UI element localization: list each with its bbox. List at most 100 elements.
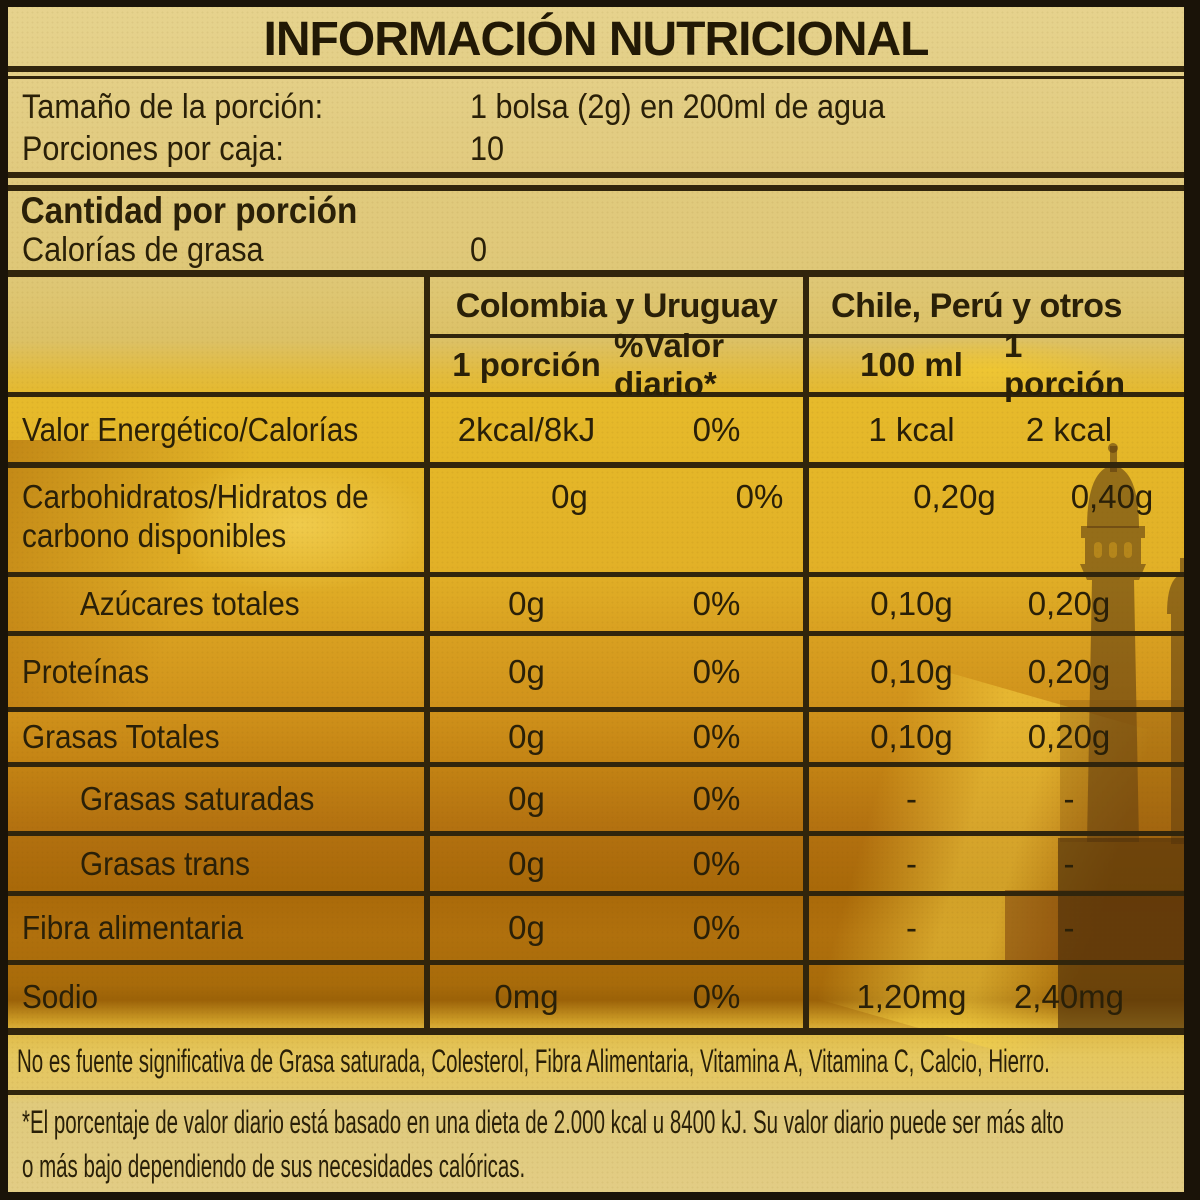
frame-top [0, 0, 1200, 7]
subheader-1-porcion-chile: 1 porción [1004, 327, 1125, 402]
row-value: 0,10g [870, 718, 953, 755]
servings-per-box-label: Porciones por caja: [22, 129, 284, 168]
row-value: 0,10g [870, 585, 953, 622]
subheader-spacer [8, 340, 439, 390]
serving-size-label: Tamaño de la porción: [22, 87, 324, 126]
row-label: Azúcares totales [80, 585, 300, 622]
rule-above-footnote [8, 1090, 1184, 1095]
row-value: 0mg [494, 977, 559, 1015]
row-value: 0% [692, 718, 741, 755]
row-value: - [906, 780, 917, 817]
row-value: 0% [692, 652, 741, 690]
rule-under-title-thin [8, 76, 1184, 79]
rule-above-column-headers [8, 270, 1184, 277]
row-carbohidratos: Carbohidratos/Hidratos de carbono dispon… [8, 468, 1184, 572]
row-grasas-trans: Grasas trans 0g 0% - - [8, 836, 1184, 891]
row-value: 1,20mg [856, 977, 967, 1015]
row-value: 0% [692, 411, 741, 448]
row-divider [8, 707, 1184, 712]
row-value: 1 kcal [868, 411, 955, 448]
row-value: 0% [692, 909, 741, 946]
rule-serving-bottom [8, 172, 1184, 178]
row-value: 0g [508, 718, 545, 755]
row-value: - [1063, 844, 1075, 882]
row-grasas-totales: Grasas Totales 0g 0% 0,10g 0,20g [8, 712, 1184, 762]
row-value: - [906, 844, 917, 882]
row-value: 0,20g [913, 478, 996, 515]
row-value: - [1063, 780, 1075, 817]
subheader-valor-diario: %Valor diario* [614, 327, 725, 402]
row-label: Proteínas [22, 652, 150, 690]
row-valor-energetico: Valor Energético/Calorías 2kcal/8kJ 0% 1… [8, 398, 1184, 462]
rule-above-footer [8, 1028, 1184, 1035]
column-divider-left [424, 270, 430, 1035]
frame-bottom [0, 1192, 1200, 1200]
row-label: Carbohidratos/Hidratos de carbono dispon… [22, 478, 369, 554]
serving-size-row: Tamaño de la porción: 1 bolsa (2g) en 20… [8, 86, 1184, 128]
row-value: 0% [692, 977, 741, 1015]
row-value: 0g [508, 844, 545, 882]
column-divider-right [803, 270, 809, 1035]
row-proteinas: Proteínas 0g 0% 0,10g 0,20g [8, 636, 1184, 707]
row-label: Grasas saturadas [80, 780, 315, 817]
row-label: Fibra alimentaria [22, 909, 244, 946]
region-header-chile-peru: Chile, Perú y otros [831, 286, 1122, 325]
serving-size-value: 1 bolsa (2g) en 200ml de agua [470, 87, 886, 126]
row-value: 0% [692, 780, 741, 817]
row-divider [8, 631, 1184, 636]
row-value: 2kcal/8kJ [457, 411, 596, 448]
row-value: 0g [551, 478, 588, 515]
row-label: Grasas Totales [22, 718, 220, 755]
row-value: 0,20g [1027, 718, 1111, 755]
frame-right [1184, 0, 1200, 1200]
row-value: 2,40mg [1013, 977, 1125, 1015]
amount-per-serving-heading: Cantidad por porción [20, 190, 358, 231]
row-value: 0g [508, 585, 545, 622]
row-label: Valor Energético/Calorías [22, 411, 359, 448]
subheader-row: 1 porción %Valor diario* 100 ml 1 porció… [8, 327, 1184, 402]
fat-calories-label: Calorías de grasa [22, 230, 264, 269]
row-divider [8, 891, 1184, 896]
fat-calories-row: Calorías de grasa 0 [8, 229, 1184, 271]
row-label: Sodio [22, 977, 98, 1015]
servings-per-box-value: 10 [470, 129, 505, 168]
rule-serving-bottom-thin [8, 185, 1184, 191]
rule-under-subheaders [8, 392, 1184, 397]
fat-calories-value: 0 [470, 230, 488, 269]
row-divider [8, 960, 1184, 965]
row-divider [8, 831, 1184, 836]
frame-left [0, 0, 8, 1200]
amount-per-serving-heading-row: Cantidad por porción [8, 190, 1184, 231]
row-value: 0g [508, 652, 545, 690]
row-value: - [906, 909, 917, 946]
daily-value-footnote-line1: *El porcentaje de valor diario está basa… [22, 1103, 1064, 1140]
row-label: Grasas trans [80, 844, 251, 882]
subheader-1-porcion: 1 porción [452, 346, 601, 383]
row-value: 0% [735, 478, 784, 515]
row-value: 0% [692, 585, 741, 622]
row-value: 0g [508, 909, 545, 946]
no-significant-source-note: No es fuente significativa de Grasa satu… [16, 1043, 1050, 1079]
row-fibra-alimentaria: Fibra alimentaria 0g 0% - - [8, 896, 1184, 960]
row-divider [8, 572, 1184, 577]
page-title: INFORMACIÓN NUTRICIONAL [263, 12, 930, 66]
region-header-colombia-uruguay: Colombia y Uruguay [455, 286, 778, 325]
row-divider [8, 462, 1184, 468]
row-value: 0,40g [1070, 478, 1154, 515]
row-value: - [1063, 909, 1075, 946]
servings-per-box-row: Porciones por caja: 10 [8, 128, 1184, 170]
daily-value-footnote-line2: o más bajo dependiendo de sus necesidade… [22, 1147, 526, 1184]
row-value: 0,10g [870, 652, 953, 690]
rule-under-title [8, 66, 1184, 72]
row-divider [8, 762, 1184, 767]
row-value: 0,20g [1027, 652, 1111, 690]
row-value: 0g [508, 780, 545, 817]
row-azucares-totales: Azúcares totales 0g 0% 0,10g 0,20g [8, 577, 1184, 631]
row-value: 0,20g [1027, 585, 1111, 622]
row-value: 0% [692, 844, 741, 882]
subheader-100ml: 100 ml [860, 346, 963, 383]
row-grasas-saturadas: Grasas saturadas 0g 0% - - [8, 767, 1184, 831]
